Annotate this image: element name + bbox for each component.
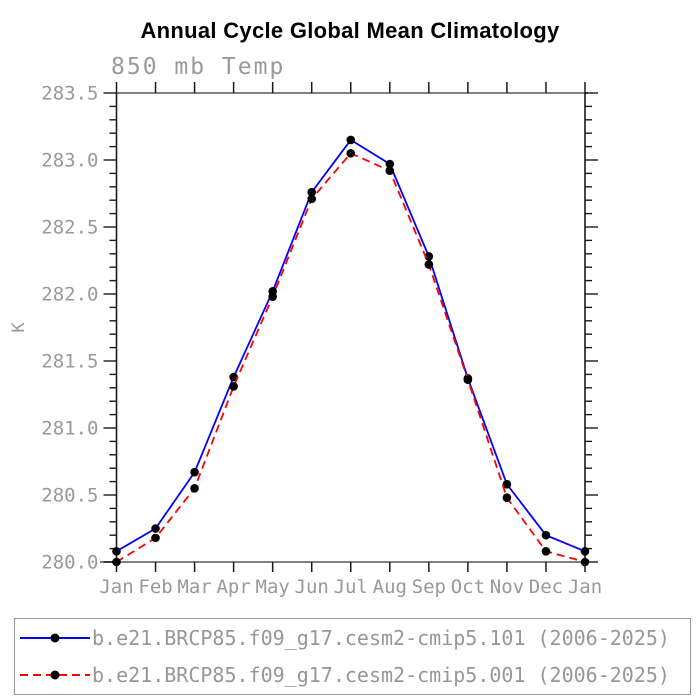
data-point (307, 194, 317, 204)
x-tick-label: Jan (568, 576, 602, 598)
x-tick-label: May (256, 576, 290, 598)
legend-box: b.e21.BRCP85.f09_g17.cesm2-cmip5.101 (20… (14, 618, 691, 695)
data-point (229, 372, 238, 382)
y-axis-label: K (9, 322, 29, 333)
x-tick-label: Sep (412, 576, 446, 598)
y-tick-label: 283.0 (41, 150, 98, 172)
data-point (541, 546, 551, 556)
x-tick-label: Mar (177, 576, 211, 598)
x-tick-label: Jan (99, 576, 133, 598)
y-tick-label: 281.0 (41, 418, 98, 440)
data-point (346, 149, 356, 158)
chart-canvas: 280.0 280.5 281.0 281.5 282.0 282.5 283.0 283.5… (9, 82, 602, 598)
data-point (541, 530, 551, 540)
data-point (151, 524, 160, 533)
x-tick-label: Dec (529, 576, 563, 598)
x-tick-label: Oct (451, 576, 485, 598)
y-tick-label: 283.5 (41, 83, 98, 105)
legend-label-series1: b.e21.BRCP85.f09_g17.cesm2-cmip5.101 (20… (92, 626, 670, 651)
data-point (268, 292, 277, 301)
legend-item: b.e21.BRCP85.f09_g17.cesm2-cmip5.101 (20… (20, 621, 690, 655)
data-point (112, 557, 121, 567)
legend-marker (50, 633, 60, 643)
data-point (346, 135, 356, 145)
legend-label-series2: b.e21.BRCP85.f09_g17.cesm2-cmip5.001 (20… (92, 662, 670, 687)
data-point (580, 546, 590, 556)
y-tick-label: 280.5 (41, 485, 98, 507)
chart-title: Annual Cycle Global Mean Climatology (140, 18, 560, 43)
data-point (229, 382, 238, 391)
data-point (424, 252, 434, 261)
series-line-2 (116, 152, 586, 563)
x-tick-label: Jul (334, 576, 368, 598)
data-point (385, 166, 395, 176)
legend-marker (50, 670, 60, 680)
data-point (580, 557, 590, 567)
x-tick-label: Apr (216, 576, 250, 598)
data-point (424, 260, 434, 269)
y-tick-label: 281.5 (41, 351, 98, 373)
y-tick-label: 282.5 (41, 217, 98, 239)
y-tick-label: 282.0 (41, 284, 98, 306)
data-point (190, 467, 199, 477)
data-point (463, 375, 473, 385)
data-point (502, 479, 512, 489)
data-point (307, 187, 317, 197)
x-tick-label: Nov (490, 576, 524, 598)
data-point (502, 493, 512, 502)
data-point (151, 533, 160, 543)
series-line-1 (116, 138, 586, 553)
y-tick-label: 280.0 (41, 552, 98, 574)
x-tick-label: Aug (373, 576, 407, 598)
data-point (112, 546, 121, 556)
data-point (190, 484, 199, 493)
legend-line-sample-series2 (20, 670, 90, 680)
legend-line-sample-series1 (20, 633, 90, 643)
legend-item: b.e21.BRCP85.f09_g17.cesm2-cmip5.001 (20… (20, 658, 690, 692)
data-point (385, 159, 395, 169)
x-tick-label: Feb (138, 576, 172, 598)
x-tick-label: Jun (295, 576, 329, 598)
chart-subtitle: 850 mb Temp (111, 54, 286, 80)
